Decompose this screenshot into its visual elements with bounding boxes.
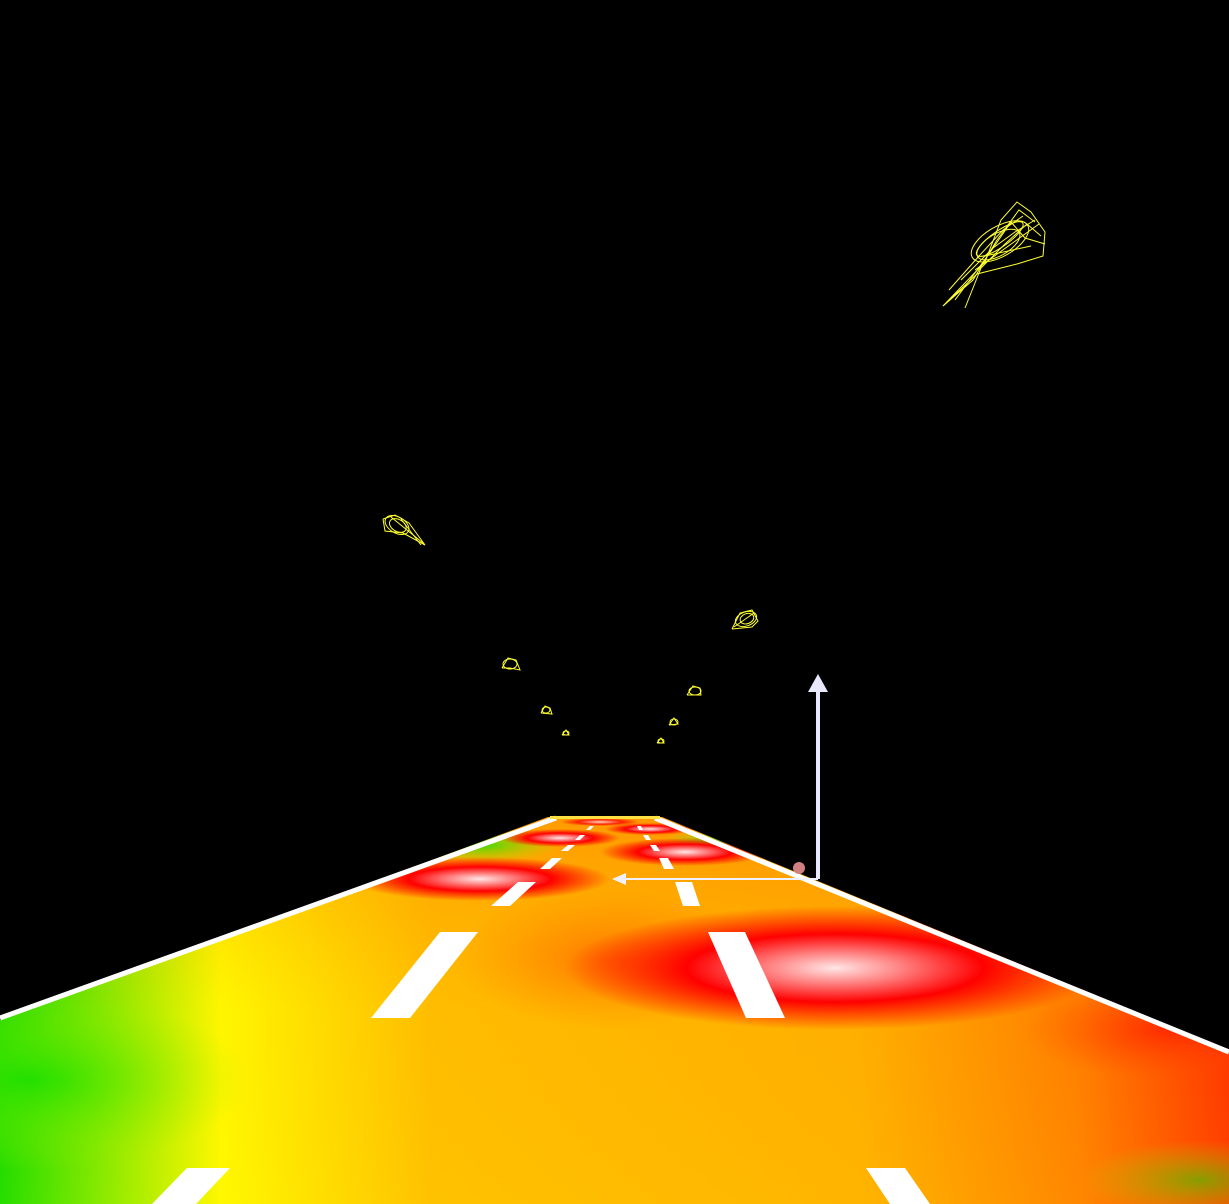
lane-dash bbox=[540, 858, 562, 869]
wireframe-objects bbox=[382, 201, 1046, 744]
lane-dash bbox=[659, 858, 674, 869]
lane-dash bbox=[575, 835, 585, 840]
lane-dash bbox=[637, 826, 643, 830]
lane-dash bbox=[371, 932, 478, 1018]
lane-dash bbox=[491, 882, 536, 906]
wireframe-cone-icon[interactable] bbox=[561, 729, 570, 736]
low-density-region bbox=[0, 990, 250, 1170]
lane-dash bbox=[708, 932, 785, 1018]
left-edge-line bbox=[0, 815, 557, 1021]
road-surface bbox=[0, 817, 1229, 1204]
wireframe-cone-icon[interactable] bbox=[656, 737, 665, 744]
lane-dash bbox=[675, 882, 700, 906]
road-edge-lines bbox=[0, 815, 1229, 1055]
lane-dash bbox=[586, 826, 594, 830]
lane-dash bbox=[650, 845, 660, 851]
high-density-hotspot bbox=[560, 818, 640, 826]
up-arrow-icon[interactable] bbox=[808, 674, 828, 692]
lane-markings bbox=[152, 826, 930, 1204]
left-arrow-icon bbox=[612, 873, 626, 885]
wireframe-cone-icon[interactable] bbox=[731, 609, 759, 630]
wireframe-cone-icon[interactable] bbox=[501, 657, 521, 671]
wireframe-cone-icon[interactable] bbox=[540, 705, 553, 715]
lane-dash bbox=[561, 845, 575, 851]
wireframe-cone-icon[interactable] bbox=[686, 685, 702, 696]
road-horizon-band bbox=[550, 816, 660, 819]
lane-dash bbox=[866, 1168, 930, 1204]
right-edge-line bbox=[654, 815, 1229, 1055]
lane-dash bbox=[152, 1168, 230, 1204]
lane-dash bbox=[643, 835, 651, 840]
wireframe-cone-icon[interactable] bbox=[668, 717, 679, 726]
wireframe-cone-icon[interactable] bbox=[382, 512, 426, 546]
high-density-hotspot bbox=[500, 829, 620, 847]
vehicle-marker[interactable] bbox=[793, 862, 805, 874]
wireframe-cone-icon[interactable] bbox=[942, 201, 1046, 309]
low-density-region bbox=[1080, 1140, 1229, 1204]
vehicle-indicator[interactable] bbox=[612, 674, 828, 885]
